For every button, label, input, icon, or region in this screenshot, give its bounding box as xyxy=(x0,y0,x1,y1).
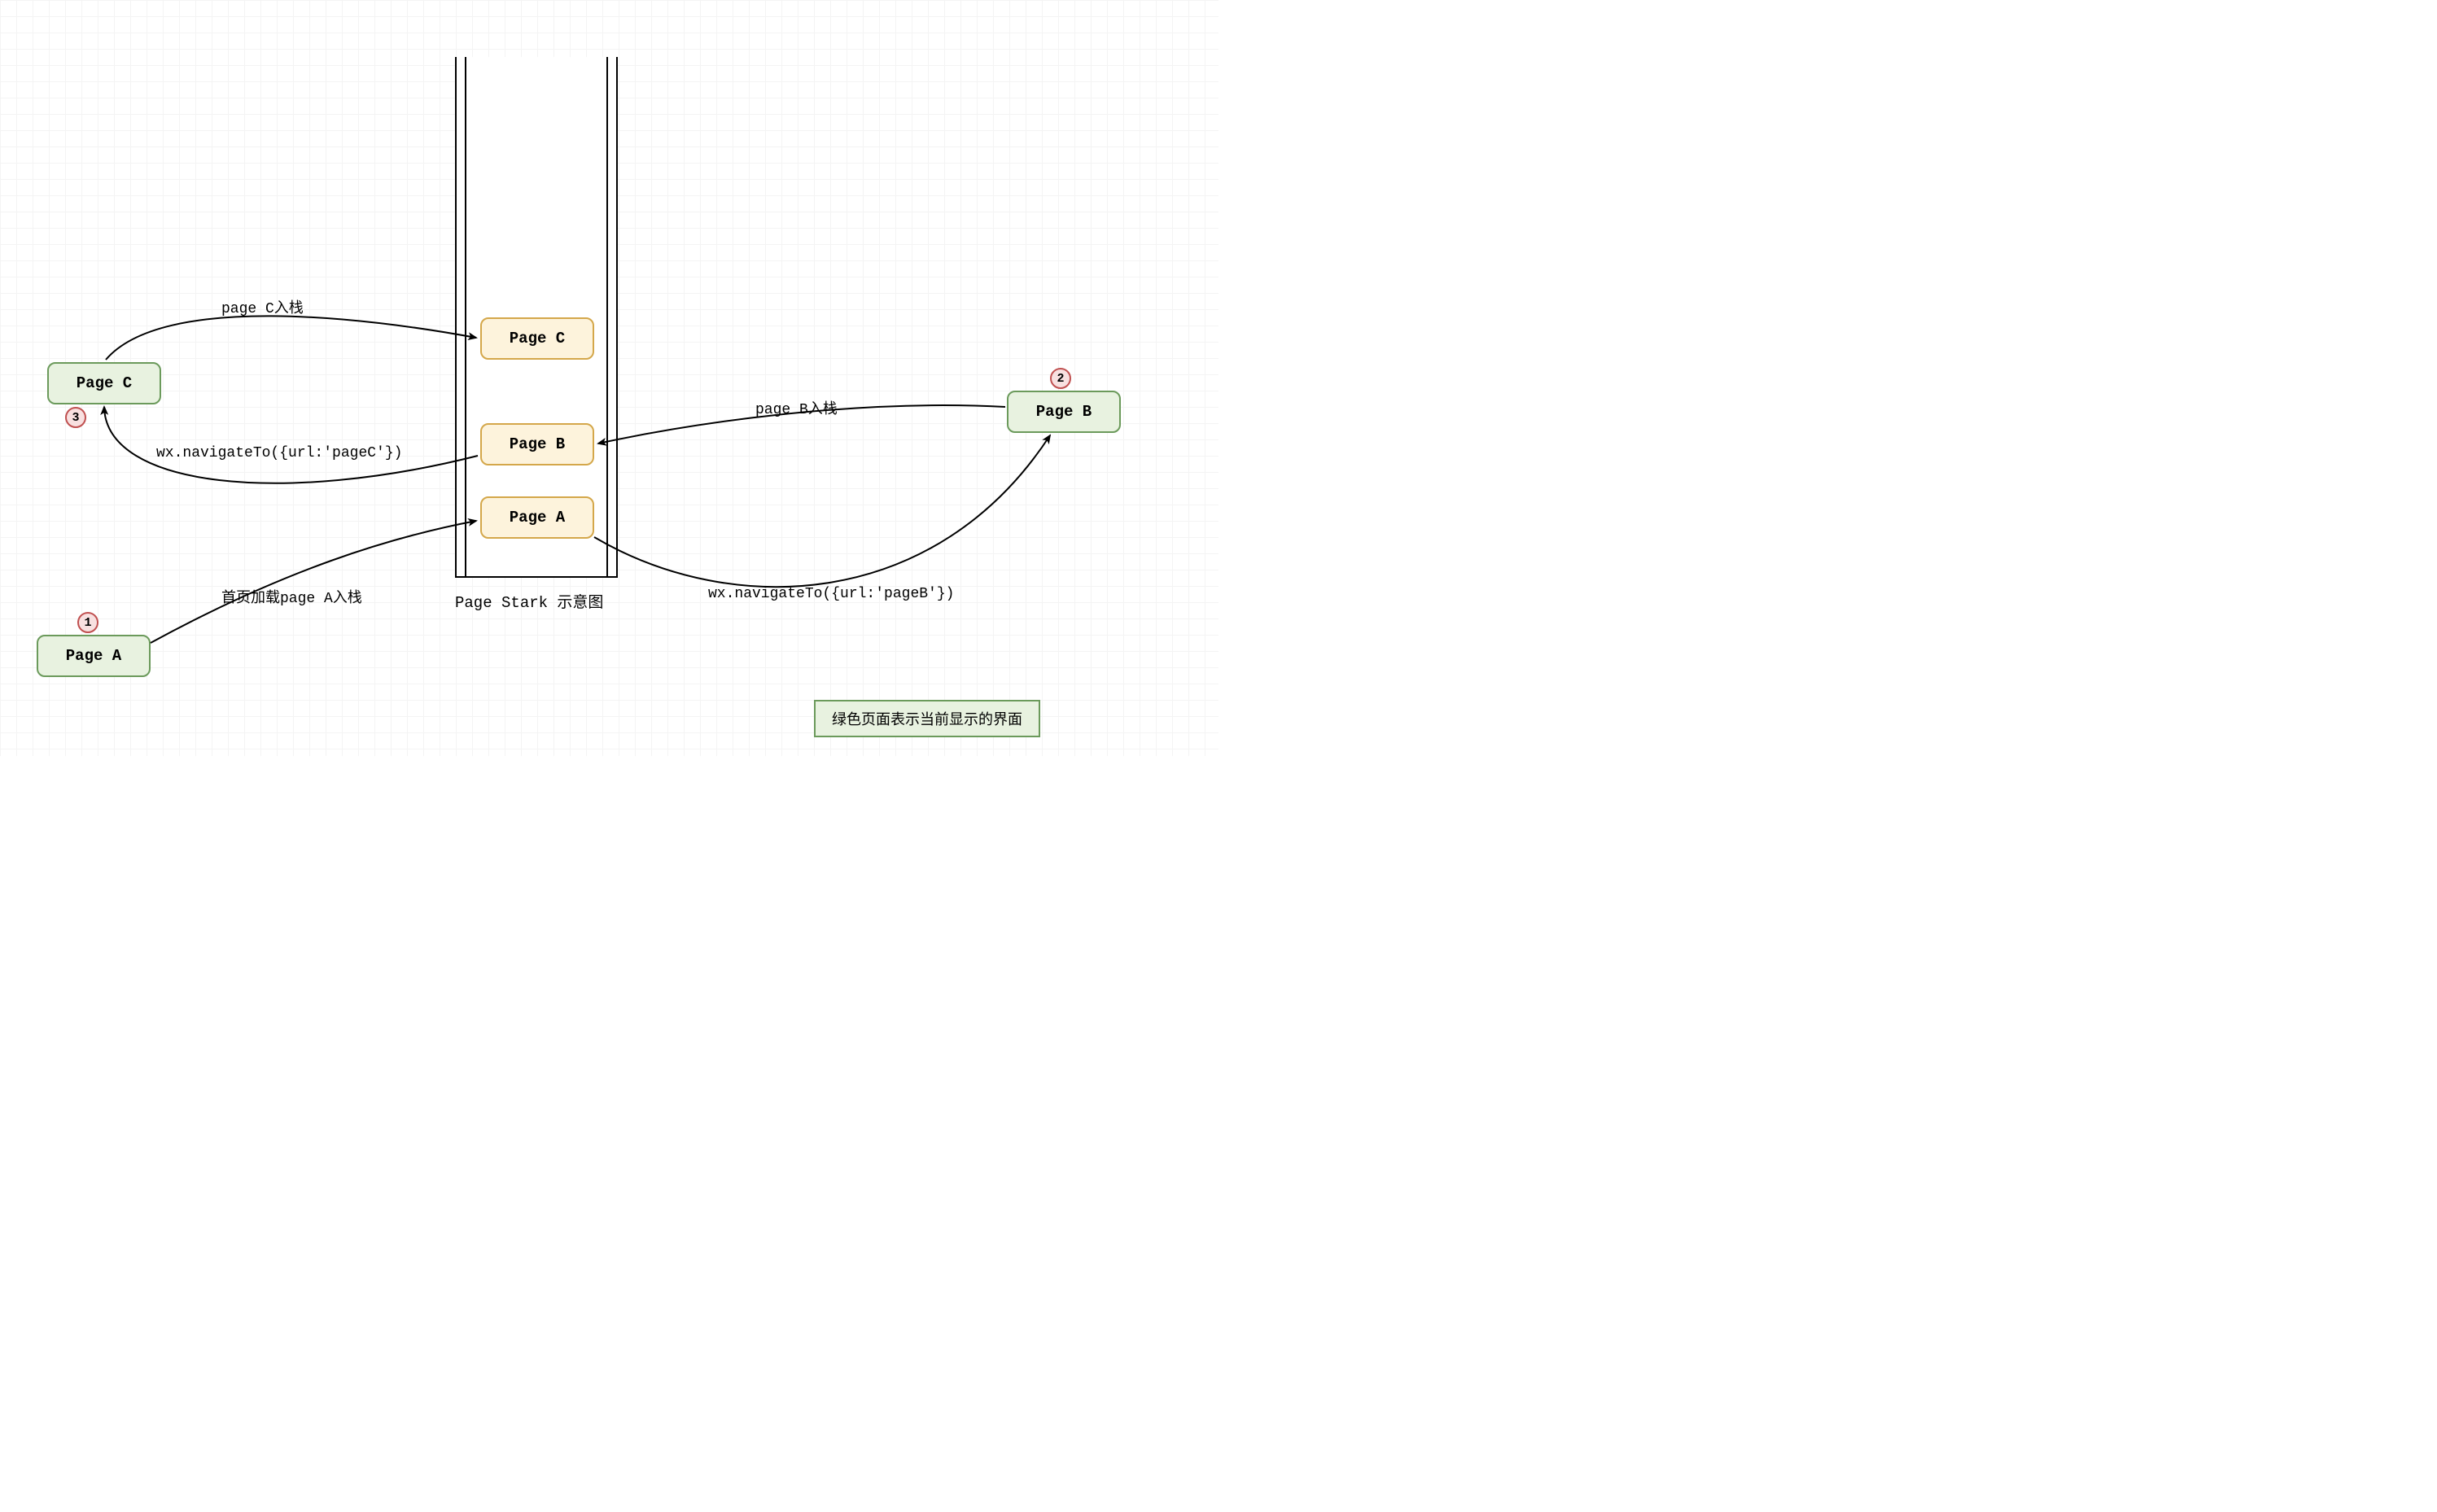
stack-inner-border-right xyxy=(606,57,608,576)
badge-3: 3 xyxy=(65,407,86,428)
node-page-c: Page C xyxy=(47,362,161,404)
stack-item-page-a: Page A xyxy=(480,496,594,539)
node-label: Page A xyxy=(66,647,121,665)
node-page-a: Page A xyxy=(37,635,151,677)
stack-inner-border-left xyxy=(465,57,466,576)
arrow-stack-to-page-b xyxy=(594,435,1050,587)
arrow-page-a-to-stack xyxy=(151,521,476,643)
stack-item-label: Page C xyxy=(510,330,565,347)
label-navigate-to-page-b: wx.navigateTo({url:'pageB'}) xyxy=(708,586,954,602)
stack-item-label: Page B xyxy=(510,435,565,453)
legend-box: 绿色页面表示当前显示的界面 xyxy=(814,700,1040,737)
badge-1: 1 xyxy=(77,612,98,633)
badge-number: 1 xyxy=(84,616,91,630)
node-page-b: Page B xyxy=(1007,391,1121,433)
legend-text: 绿色页面表示当前显示的界面 xyxy=(832,711,1022,728)
label-page-a-push: 首页加载page A入栈 xyxy=(221,586,362,607)
node-label: Page C xyxy=(77,374,132,392)
stack-item-label: Page A xyxy=(510,509,565,527)
stack-item-page-b: Page B xyxy=(480,423,594,465)
stack-caption: Page Stark 示意图 xyxy=(455,590,603,612)
badge-2: 2 xyxy=(1050,368,1071,389)
label-navigate-to-page-c: wx.navigateTo({url:'pageC'}) xyxy=(156,445,402,461)
label-page-c-push: page C入栈 xyxy=(221,296,304,317)
badge-number: 3 xyxy=(72,411,79,425)
node-label: Page B xyxy=(1036,403,1092,421)
badge-number: 2 xyxy=(1057,372,1064,386)
diagram-canvas: Page C Page B Page A Page Stark 示意图 Page… xyxy=(0,0,1218,756)
stack-item-page-c: Page C xyxy=(480,317,594,360)
arrow-page-c-to-stack xyxy=(106,316,476,360)
label-page-b-push: page B入栈 xyxy=(755,397,838,418)
